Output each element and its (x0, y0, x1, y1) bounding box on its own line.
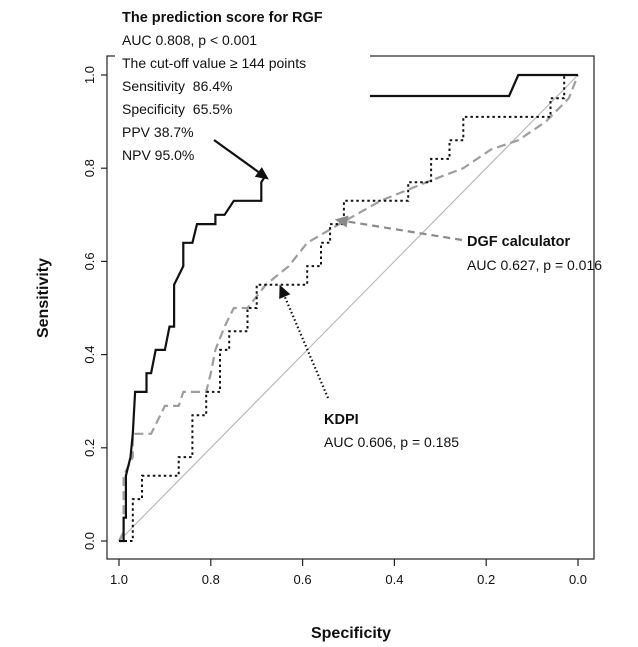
rgf-annotation-line: Specificity 65.5% (122, 101, 233, 117)
dgf-arrow-head (334, 215, 349, 228)
y-axis: 0.0 0.2 0.4 0.6 0.8 1.0 (82, 66, 107, 550)
kdpi-roc-line (119, 74, 578, 542)
dgf-annotation: DGF calculator AUC 0.627, p = 0.016 (467, 234, 602, 273)
dgf-annotation-line: AUC 0.627, p = 0.016 (467, 257, 602, 273)
kdpi-arrow-head (279, 284, 291, 299)
kdpi-annotation-line: AUC 0.606, p = 0.185 (324, 434, 459, 450)
x-axis-title: Specificity (311, 625, 391, 642)
rgf-annotation-line: AUC 0.808, p < 0.001 (122, 32, 257, 48)
dgf-arrow (347, 220, 463, 242)
kdpi-annotation: KDPI AUC 0.606, p = 0.185 (324, 412, 459, 450)
rgf-arrow (213, 139, 259, 173)
y-axis-title: Sensitivity (35, 258, 52, 338)
x-tick-label: 0.6 (294, 572, 312, 587)
y-tick-label: 0.8 (82, 159, 97, 177)
rgf-annotation: The prediction score for RGF AUC 0.808, … (122, 10, 323, 163)
x-tick-label: 0.2 (477, 572, 495, 587)
rgf-annotation-line: PPV 38.7% (122, 124, 194, 140)
x-tick-label: 1.0 (110, 572, 128, 587)
y-tick-label: 0.0 (82, 532, 97, 550)
rgf-annotation-line: The cut-off value ≥ 144 points (122, 55, 306, 71)
kdpi-annotation-title: KDPI (324, 412, 359, 428)
kdpi-arrow (283, 296, 330, 399)
rgf-annotation-backdrop (115, 4, 370, 176)
y-tick-label: 0.4 (82, 346, 97, 364)
y-tick-label: 0.6 (82, 252, 97, 270)
reference-roc-line (118, 74, 579, 542)
x-tick-label: 0.8 (202, 572, 220, 587)
arrow-layer (213, 139, 463, 399)
rgf-annotation-title: The prediction score for RGF (122, 10, 323, 26)
y-tick-label: 0.2 (82, 439, 97, 457)
x-tick-label: 0.4 (385, 572, 403, 587)
dgf-annotation-title: DGF calculator (467, 234, 570, 250)
rgf-annotation-line: Sensitivity 86.4% (122, 78, 233, 94)
y-tick-label: 1.0 (82, 66, 97, 84)
x-axis: 1.0 0.8 0.6 0.4 0.2 0.0 (110, 559, 587, 587)
rgf-annotation-line: NPV 95.0% (122, 147, 194, 163)
dgf-roc-line (118, 74, 580, 542)
rgf-arrow-head (254, 167, 269, 180)
x-tick-label: 0.0 (569, 572, 587, 587)
